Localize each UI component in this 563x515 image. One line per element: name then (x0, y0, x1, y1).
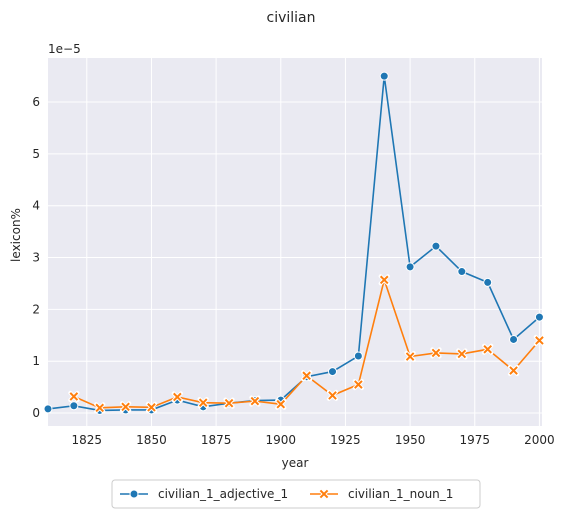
data-point (457, 349, 467, 359)
data-point (379, 71, 389, 81)
x-axis-label: year (282, 456, 309, 470)
data-point (354, 380, 363, 389)
y-tick-label: 6 (32, 95, 40, 109)
data-point (173, 392, 182, 402)
data-point (509, 366, 518, 375)
data-point (328, 391, 337, 400)
y-tick-label: 4 (32, 199, 40, 213)
x-tick-label: 1975 (459, 433, 490, 447)
data-point (69, 392, 79, 401)
x-tick-label: 1825 (72, 433, 103, 447)
data-point (405, 262, 415, 272)
data-point (43, 404, 53, 414)
chart-title: civilian (267, 10, 316, 26)
x-tick-label: 1950 (395, 433, 426, 447)
x-tick-label: 2000 (524, 433, 555, 447)
legend-marker (319, 489, 329, 499)
y-tick-label: 3 (32, 251, 40, 265)
data-point (250, 396, 260, 406)
y-tick-label: 1 (32, 354, 40, 368)
y-scale-label: 1e−5 (48, 42, 81, 56)
x-tick-label: 1875 (201, 433, 232, 447)
gridlines (48, 58, 542, 426)
data-point (509, 334, 519, 344)
legend-entry: civilian_1_adjective_1 (158, 487, 288, 501)
legend-entry: civilian_1_noun_1 (348, 487, 453, 501)
data-point (69, 401, 79, 411)
x-tick-label: 1925 (330, 433, 361, 447)
tick-labels: 1825 1850 1875 1900 1925 1950 1975 2000 0 1 2 3 4 5 6 (32, 95, 554, 447)
data-point (353, 351, 363, 361)
data-point (431, 241, 441, 251)
data-point (147, 403, 156, 412)
legend-box (111, 479, 481, 509)
series-2 (68, 274, 546, 414)
data-point (534, 312, 544, 322)
data-point (405, 352, 415, 361)
legend: civilian_1_adjective_1 civilian_1_noun_1 (111, 479, 481, 509)
data-point (431, 348, 441, 358)
data-point (379, 275, 389, 285)
data-point (535, 336, 544, 345)
data-point (121, 402, 130, 412)
x-tick-label: 1850 (136, 433, 167, 447)
series-layer (43, 71, 546, 415)
legend-marker (129, 489, 139, 499)
y-axis-label: lexicon% (9, 208, 23, 262)
y-tick-label: 2 (32, 302, 40, 316)
plot-area (48, 58, 542, 426)
data-point (328, 367, 338, 377)
data-point (483, 277, 493, 287)
data-point (457, 267, 467, 277)
data-point (198, 398, 208, 407)
data-point (276, 399, 286, 409)
x-tick-label: 1900 (266, 433, 297, 447)
y-tick-label: 5 (32, 147, 40, 161)
data-point (224, 398, 234, 408)
y-tick-label: 0 (32, 406, 40, 420)
data-point (483, 344, 492, 354)
data-point (95, 403, 105, 413)
data-point (302, 371, 311, 381)
